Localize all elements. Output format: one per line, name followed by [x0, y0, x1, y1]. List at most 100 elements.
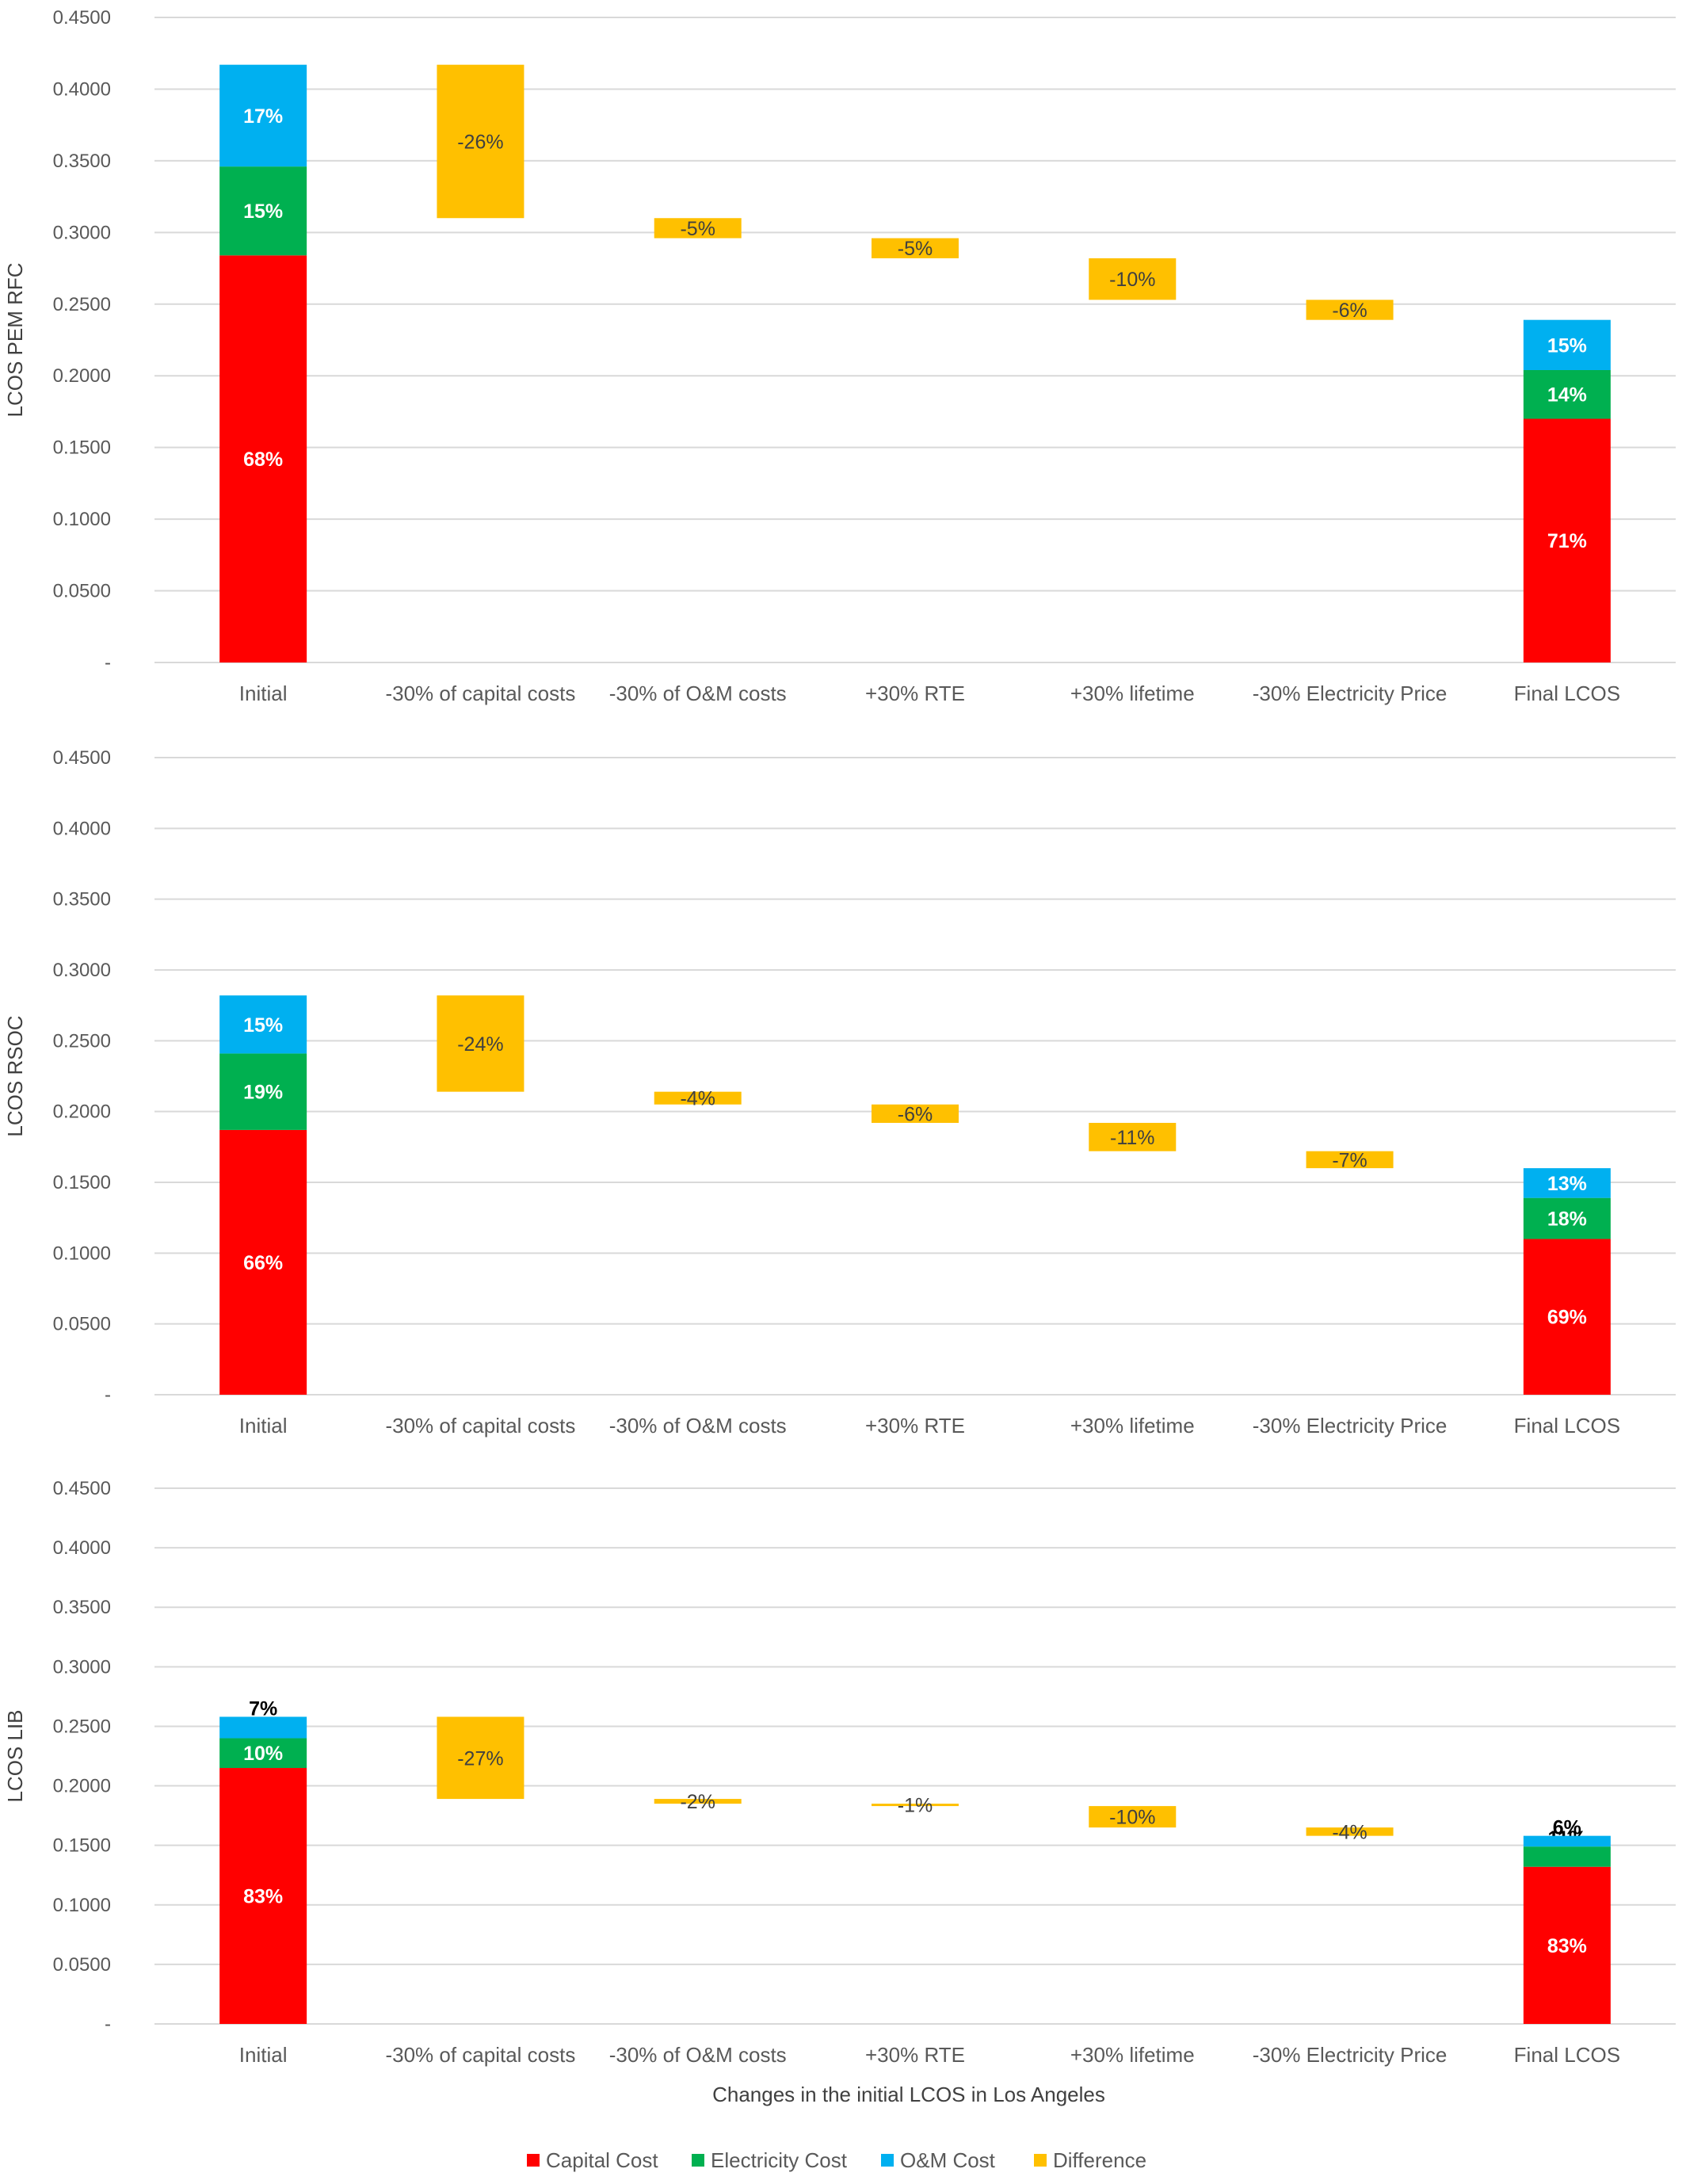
difference-bar	[872, 1104, 959, 1123]
difference-bar	[1306, 1151, 1394, 1169]
legend-label: Capital Cost	[546, 2148, 658, 2172]
difference-bar	[1089, 258, 1177, 300]
y-tick-label: 0.3500	[53, 889, 111, 911]
x-category-label: -30% Electricity Price	[1253, 2043, 1448, 2067]
x-axis-title: Changes in the initial LCOS in Los Angel…	[712, 2083, 1105, 2106]
initial-segment-label: 10%	[243, 1743, 283, 1765]
initial-bar-electricity-cost	[219, 166, 307, 256]
x-category-label: -30% Electricity Price	[1253, 1414, 1448, 1438]
x-category-label: -30% Electricity Price	[1253, 682, 1448, 705]
difference-bar	[872, 238, 959, 258]
difference-label: -10%	[1109, 1807, 1155, 1829]
final-bar-o-m-cost	[1523, 1835, 1611, 1847]
final-segment-label: 14%	[1547, 384, 1587, 407]
x-category-label: +30% lifetime	[1070, 1414, 1195, 1438]
y-tick-label: 0.1500	[53, 437, 111, 459]
difference-label: -6%	[1332, 300, 1367, 322]
difference-label: -24%	[457, 1033, 503, 1056]
x-category-label: Final LCOS	[1514, 1414, 1620, 1438]
y-tick-label: 0.4500	[53, 1478, 111, 1499]
y-tick-label: 0.1500	[53, 1172, 111, 1193]
final-segment-label: 18%	[1547, 1208, 1587, 1231]
legend-label: Electricity Cost	[711, 2148, 848, 2172]
y-tick-label: 0.0500	[53, 1314, 111, 1335]
y-tick-label: 0.0500	[53, 1954, 111, 1976]
difference-bar	[437, 995, 524, 1092]
legend: Capital Cost Electricity Cost O&M Cost Diff…	[527, 2148, 1146, 2172]
y-tick-label: 0.2000	[53, 1776, 111, 1797]
y-tick-label: -	[105, 652, 111, 674]
x-category-label: Initial	[239, 1414, 288, 1438]
final-bar-capital-cost	[1523, 1866, 1611, 2024]
initial-bar-electricity-cost	[219, 1738, 307, 1769]
y-tick-label: 0.4000	[53, 818, 111, 839]
initial-bar-o-m-cost	[219, 995, 307, 1054]
x-category-label: -30% of capital costs	[385, 1414, 575, 1438]
y-tick-label: 0.3000	[53, 222, 111, 243]
y-tick-label: 0.3000	[53, 960, 111, 981]
y-tick-label: 0.3000	[53, 1656, 111, 1678]
initial-segment-label: 66%	[243, 1252, 283, 1274]
y-tick-label: 0.4500	[53, 747, 111, 769]
difference-bar	[1089, 1806, 1177, 1828]
final-bar-electricity-cost	[1523, 1197, 1611, 1239]
y-tick-label: 0.4000	[53, 78, 111, 100]
final-segment-label: 6%	[1553, 1817, 1581, 1839]
initial-bar-o-m-cost	[219, 1716, 307, 1739]
final-bar-capital-cost	[1523, 1239, 1611, 1395]
x-category-label: Initial	[239, 2043, 288, 2067]
y-tick-label: 0.2000	[53, 1102, 111, 1123]
initial-segment-label: 7%	[249, 1697, 277, 1720]
y-tick-label: -	[105, 2014, 111, 2035]
final-segment-label: 71%	[1547, 530, 1587, 552]
legend-swatch	[1034, 2154, 1047, 2167]
difference-label: -5%	[680, 218, 715, 240]
x-category-label: Final LCOS	[1514, 2043, 1620, 2067]
initial-segment-label: 83%	[243, 1886, 283, 1908]
difference-bar	[1306, 300, 1394, 320]
y-tick-label: -	[105, 1384, 111, 1406]
final-bar-electricity-cost	[1523, 1846, 1611, 1867]
x-category-label: -30% of capital costs	[385, 2043, 575, 2067]
y-tick-label: 0.1500	[53, 1835, 111, 1857]
difference-label: -4%	[680, 1088, 715, 1110]
difference-label: -2%	[680, 1791, 715, 1813]
final-bar-electricity-cost	[1523, 369, 1611, 419]
legend-label: Difference	[1053, 2148, 1146, 2172]
y-tick-label: 0.1000	[53, 1895, 111, 1916]
initial-segment-label: 15%	[243, 1014, 283, 1037]
difference-label: -6%	[898, 1103, 933, 1125]
difference-label: -1%	[898, 1795, 933, 1817]
difference-label: -10%	[1109, 269, 1155, 291]
difference-bar	[654, 218, 742, 239]
legend-swatch	[881, 2154, 894, 2167]
difference-label: -4%	[1332, 1821, 1367, 1843]
final-segment-label: 69%	[1547, 1307, 1587, 1329]
final-segment-label: 13%	[1547, 1173, 1587, 1195]
panel-1: - 0.0500 0.1000 0.1500 0.2000 0.2500 0.3000 0.3…	[3, 7, 1676, 705]
difference-label: -5%	[898, 238, 933, 260]
y-tick-label: 0.1000	[53, 1243, 111, 1264]
panel-2: - 0.0500 0.1000 0.1500 0.2000 0.2500 0.3000 0.3…	[3, 747, 1676, 1438]
x-category-label: -30% of O&M costs	[609, 682, 787, 705]
difference-bar	[872, 1804, 959, 1807]
y-tick-label: 0.4500	[53, 7, 111, 29]
y-tick-label: 0.3500	[53, 1597, 111, 1618]
initial-segment-label: 15%	[243, 200, 283, 223]
x-category-label: +30% RTE	[865, 682, 965, 705]
x-category-label: +30% lifetime	[1070, 682, 1195, 705]
legend-label: O&M Cost	[900, 2148, 996, 2172]
x-category-label: -30% of capital costs	[385, 682, 575, 705]
y-tick-label: 0.2500	[53, 1030, 111, 1052]
legend-swatch	[527, 2154, 540, 2167]
initial-segment-label: 19%	[243, 1082, 283, 1104]
panel-3: - 0.0500 0.1000 0.1500 0.2000 0.2500 0.3000 0.3…	[3, 1478, 1676, 2067]
difference-label: -7%	[1332, 1149, 1367, 1171]
y-tick-label: 0.1000	[53, 509, 111, 530]
y-tick-label: 0.2000	[53, 365, 111, 387]
y-tick-label: 0.3500	[53, 151, 111, 172]
initial-bar-capital-cost	[219, 255, 307, 663]
difference-label: -26%	[457, 131, 503, 153]
